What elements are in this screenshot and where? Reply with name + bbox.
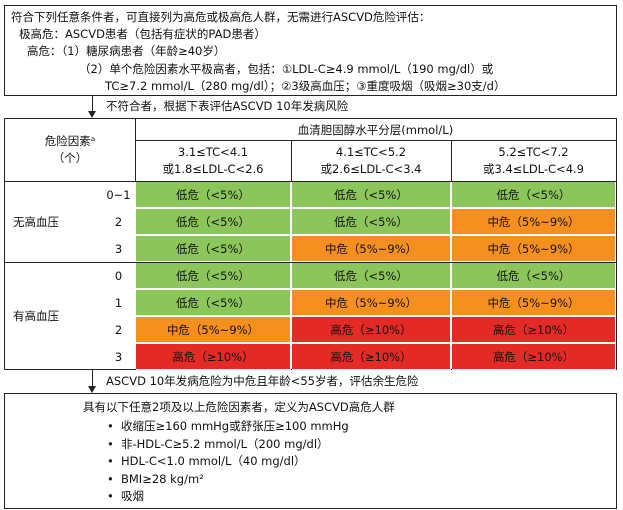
very-high-risk-criterion: 极高危：ASCVD患者（包括有症状的PAD患者）: [19, 27, 266, 41]
risk-factor-count: 0~1: [106, 187, 131, 202]
lifetime-risk-factor-text: 收缩压≥160 mmHg或舒张压≥100 mmHg: [121, 419, 349, 433]
risk-factor-count: 2: [114, 214, 123, 229]
cholesterol-column-header-1: 3.1≤TC<4.1 或1.8≤LDL-C<2.6: [135, 140, 291, 181]
group-divider: [5, 262, 616, 263]
column-ldl-range: 或1.8≤LDL-C<2.6: [162, 161, 264, 176]
high-risk-criterion-single-factor-cont: TC≥7.2 mmol/L（280 mg/dl）；②3级高血压；③重度吸烟（吸烟…: [105, 79, 506, 93]
flow-arrow-1-shaft: [92, 96, 93, 111]
lifetime-risk-factor-text: 吸烟: [121, 489, 144, 503]
column-tc-range: 5.2≤TC<7.2: [498, 144, 569, 159]
cholesterol-stratification-header: 血清胆固醇水平分层(mmol/L): [297, 122, 454, 137]
lifetime-risk-factor-item: • 非-HDL-C≥5.2 mmol/L（200 mg/dl）: [107, 437, 329, 451]
direct-classification-intro: 符合下列任意条件者，可直接列为高危或极高危人群，无需进行ASCVD危险评估：: [11, 10, 431, 24]
risk-factor-count: 2: [114, 322, 123, 337]
risk-cell-high: 高危（≥10%）: [452, 344, 616, 370]
column-tc-range: 4.1≤TC<5.2: [335, 144, 407, 159]
bullet-icon: •: [107, 419, 114, 433]
risk-cell-low: 低危（<5%）: [136, 209, 291, 235]
lifetime-risk-box: 具有以下任意2项及以上危险因素者，定义为ASCVD高危人群 • 收缩压≥160 m…: [4, 393, 617, 509]
risk-cell-high: 高危（≥10%）: [292, 317, 451, 343]
risk-cell-mid: 中危（5%~9%）: [452, 236, 616, 262]
risk-factor-header-unit: （个）: [52, 151, 88, 165]
risk-cell-low: 低危（<5%）: [136, 182, 291, 208]
ascvd-risk-table: 危险因素ᵃ （个） 血清胆固醇水平分层(mmol/L) 3.1≤TC<4.1 或1.8≤…: [4, 118, 617, 370]
lifetime-risk-factor-text: HDL-C<1.0 mmol/L（40 mg/dl）: [121, 454, 306, 468]
bullet-icon: •: [107, 471, 114, 486]
lifetime-risk-factor-text: 非-HDL-C≥5.2 mmol/L（200 mg/dl）: [121, 436, 329, 451]
column-tc-range: 3.1≤TC<4.1: [177, 144, 249, 159]
risk-factor-header-label: 危险因素ᵃ: [44, 134, 96, 148]
hypertension-group-label: 有高血压: [13, 309, 59, 323]
risk-cell-mid: 中危（5%~9%）: [292, 236, 451, 262]
column-ldl-range: 或2.6≤LDL-C<3.4: [320, 161, 422, 176]
risk-cell-high: 高危（≥10%）: [452, 317, 616, 343]
risk-factor-count: 3: [114, 349, 123, 364]
cholesterol-column-header-2: 4.1≤TC<5.2 或2.6≤LDL-C<3.4: [291, 140, 451, 181]
risk-cell-mid: 中危（5%~9%）: [136, 317, 291, 343]
risk-cell-mid: 中危（5%~9%）: [452, 290, 616, 316]
hypertension-group-label: 无高血压: [13, 214, 59, 229]
flow-arrow-1-head: [88, 111, 96, 118]
bullet-icon: •: [107, 454, 114, 468]
risk-factor-count: 3: [114, 241, 123, 256]
risk-cell-low: 低危（<5%）: [136, 236, 291, 262]
risk-cell-low: 低危（<5%）: [136, 290, 291, 316]
high-risk-criterion-diabetes: 高危：（1）糖尿病患者（年龄≥40岁）: [27, 44, 226, 58]
flow-arrow-2-head: [88, 386, 96, 393]
table-grid-line: [451, 140, 452, 181]
flow-arrow-2-shaft: [92, 370, 93, 386]
lifetime-risk-factor-item: • HDL-C<1.0 mmol/L（40 mg/dl）: [107, 454, 306, 468]
table-grid-line: [5, 181, 616, 182]
risk-cell-low: 低危（<5%）: [292, 182, 451, 208]
table-grid-line: [135, 140, 616, 141]
table-grid-line: [291, 140, 292, 181]
bullet-icon: •: [107, 436, 114, 451]
lifetime-risk-title: 具有以下任意2项及以上危险因素者，定义为ASCVD高危人群: [83, 400, 395, 414]
flow-arrow-1-label: 不符合者，根据下表评估ASCVD 10年发病风险: [106, 99, 349, 113]
bullet-icon: •: [107, 489, 114, 503]
direct-classification-box: 符合下列任意条件者，可直接列为高危或极高危人群，无需进行ASCVD危险评估： 极…: [4, 5, 617, 96]
risk-factor-count: 1: [114, 295, 123, 310]
risk-cell-low: 低危（<5%）: [136, 263, 291, 289]
lifetime-risk-factor-item: • 收缩压≥160 mmHg或舒张压≥100 mmHg: [107, 419, 349, 433]
cholesterol-column-header-3: 5.2≤TC<7.2 或3.4≤LDL-C<4.9: [451, 140, 616, 181]
lifetime-risk-factor-item: • 吸烟: [107, 489, 144, 503]
table-grid-line: [135, 119, 136, 181]
column-ldl-range: 或3.4≤LDL-C<4.9: [483, 161, 584, 176]
risk-cell-low: 低危（<5%）: [452, 182, 616, 208]
lifetime-risk-factor-item: • BMI≥28 kg/m²: [107, 472, 204, 486]
risk-cell-low: 低危（<5%）: [292, 209, 451, 235]
flow-arrow-2-label: ASCVD 10年发病危险为中危且年龄<55岁者，评估余生危险: [106, 374, 419, 388]
risk-cell-low: 低危（<5%）: [292, 263, 451, 289]
high-risk-criterion-single-factor: （2）单个危险因素水平极高者，包括：①LDL-C≥4.9 mmol/L（190 …: [79, 62, 494, 76]
risk-factor-header: 危险因素ᵃ （个）: [5, 119, 135, 181]
risk-cell-high: 高危（≥10%）: [292, 344, 451, 370]
risk-cell-mid: 中危（5%~9%）: [292, 290, 451, 316]
risk-cell-low: 低危（<5%）: [452, 263, 616, 289]
lifetime-risk-factor-text: BMI≥28 kg/m²: [121, 471, 204, 486]
risk-cell-mid: 中危（5%~9%）: [452, 209, 616, 235]
risk-cell-high: 高危（≥10%）: [136, 344, 291, 370]
risk-factor-count: 0: [114, 268, 123, 283]
